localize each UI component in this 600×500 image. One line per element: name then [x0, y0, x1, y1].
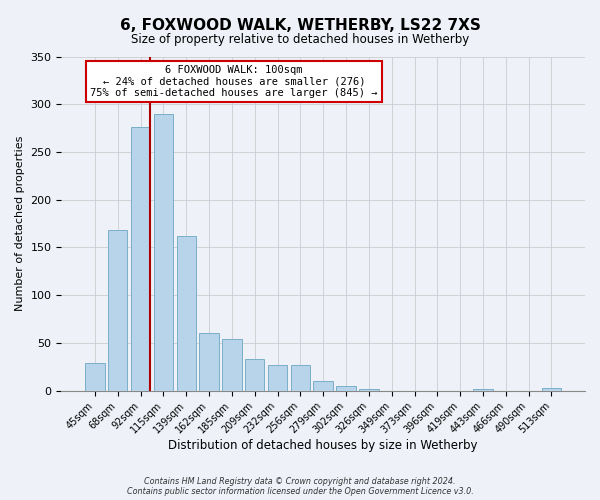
Bar: [85, 363, 104, 390]
Bar: [222, 339, 242, 390]
Bar: [313, 381, 333, 390]
Bar: [290, 365, 310, 390]
Bar: [359, 389, 379, 390]
Text: 6, FOXWOOD WALK, WETHERBY, LS22 7XS: 6, FOXWOOD WALK, WETHERBY, LS22 7XS: [119, 18, 481, 32]
Text: 6 FOXWOOD WALK: 100sqm
← 24% of detached houses are smaller (276)
75% of semi-de: 6 FOXWOOD WALK: 100sqm ← 24% of detached…: [91, 65, 378, 98]
Bar: [473, 389, 493, 390]
X-axis label: Distribution of detached houses by size in Wetherby: Distribution of detached houses by size …: [169, 440, 478, 452]
Bar: [108, 230, 127, 390]
Y-axis label: Number of detached properties: Number of detached properties: [15, 136, 25, 312]
Bar: [542, 388, 561, 390]
Bar: [131, 127, 150, 390]
Text: Contains HM Land Registry data © Crown copyright and database right 2024.
Contai: Contains HM Land Registry data © Crown c…: [127, 476, 473, 496]
Text: Size of property relative to detached houses in Wetherby: Size of property relative to detached ho…: [131, 32, 469, 46]
Bar: [176, 236, 196, 390]
Bar: [245, 359, 265, 390]
Bar: [154, 114, 173, 390]
Bar: [337, 386, 356, 390]
Bar: [268, 365, 287, 390]
Bar: [199, 334, 219, 390]
